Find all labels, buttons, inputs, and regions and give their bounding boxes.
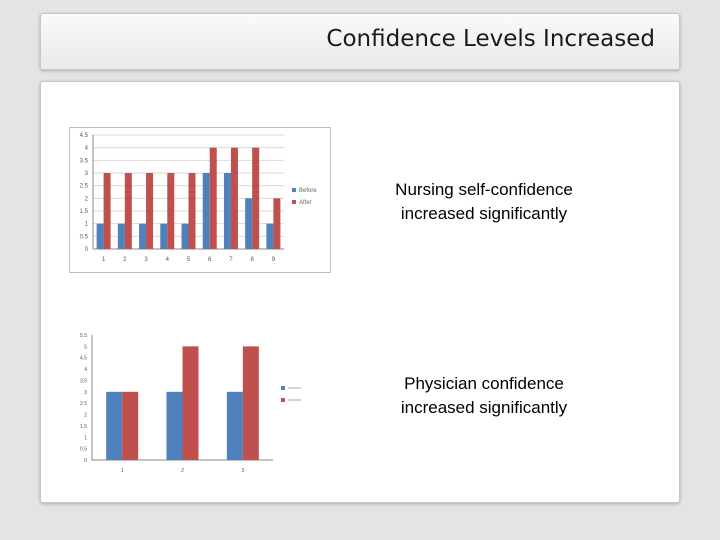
nursing-y-tick-label: 2.5 <box>80 184 89 190</box>
physician-confidence-chart: 0 0.5 1 1.5 2 2.5 3 3.5 4 4.5 5 5.5 1 2 3 <box>68 315 311 475</box>
nursing-bar-before <box>245 198 253 249</box>
nursing-x-tick-label: 9 <box>272 257 276 263</box>
nursing-x-tick-label: 6 <box>208 257 212 263</box>
nursing-caption: Nursing self-confidence increased signif… <box>364 178 604 226</box>
nursing-x-tick-label: 8 <box>250 257 254 263</box>
nursing-confidence-chart: 0 0.5 1 1.5 2 2.5 3 3.5 4 4.5 1 2 3 4 5 6 7 8 9 Before After <box>69 127 331 273</box>
nursing-bar-before <box>266 223 274 249</box>
physician-x-tick-label: 1 <box>121 468 124 474</box>
nursing-legend-swatch <box>292 200 296 204</box>
nursing-bar-before <box>139 223 147 249</box>
physician-bar-before <box>106 391 123 460</box>
physician-y-tick-label: 3 <box>84 390 87 396</box>
physician-caption-line1: Physician confidence <box>404 374 564 393</box>
physician-legend-swatch <box>281 398 285 402</box>
nursing-bar-after <box>188 173 196 249</box>
nursing-y-tick-label: 1 <box>85 222 89 228</box>
nursing-y-tick-label: 2 <box>85 196 89 202</box>
content-panel: 0 0.5 1 1.5 2 2.5 3 3.5 4 4.5 1 2 3 4 5 6 7 8 9 Before After… <box>40 81 680 503</box>
physician-chart-svg: 0 0.5 1 1.5 2 2.5 3 3.5 4 4.5 5 5.5 1 2 3 <box>80 333 301 474</box>
nursing-y-tick-label: 4 <box>85 146 89 152</box>
nursing-bar-before <box>223 173 231 249</box>
physician-x-tick-label: 2 <box>181 468 184 474</box>
physician-y-tick-label: 1 <box>84 435 87 441</box>
slide-title: Confidence Levels Increased <box>326 26 655 52</box>
physician-y-tick-label: 0 <box>84 458 87 464</box>
nursing-legend-label: After <box>299 200 312 206</box>
physician-y-tick-label: 2 <box>84 413 87 419</box>
title-bar: Confidence Levels Increased <box>40 13 680 70</box>
nursing-bar-after <box>273 198 281 249</box>
nursing-bar-before <box>117 223 125 249</box>
physician-y-tick-label: 2.5 <box>80 401 87 407</box>
nursing-x-tick-label: 2 <box>123 257 127 263</box>
nursing-y-tick-label: 4.5 <box>80 133 89 139</box>
physician-y-tick-label: 3.5 <box>80 378 87 384</box>
nursing-x-tick-label: 5 <box>187 257 191 263</box>
nursing-bar-after <box>230 147 238 249</box>
nursing-bar-after <box>252 147 260 249</box>
nursing-bar-after <box>146 173 154 249</box>
nursing-y-tick-label: 0.5 <box>80 234 89 240</box>
nursing-y-tick-label: 3 <box>85 171 89 177</box>
physician-bar-after <box>242 346 259 460</box>
nursing-bar-before <box>160 223 168 249</box>
physician-y-tick-label: 5.5 <box>80 333 87 339</box>
nursing-y-tick-label: 0 <box>85 247 89 253</box>
physician-bar-after <box>182 346 199 460</box>
physician-y-tick-label: 4 <box>84 367 87 373</box>
nursing-y-tick-label: 1.5 <box>80 209 89 215</box>
nursing-legend-swatch <box>292 188 296 192</box>
nursing-bar-before <box>96 223 104 249</box>
nursing-x-tick-label: 3 <box>144 257 148 263</box>
physician-bar-before <box>226 391 243 460</box>
nursing-caption-line1: Nursing self-confidence <box>395 180 573 199</box>
physician-y-tick-label: 1.5 <box>80 424 87 430</box>
nursing-legend-label: Before <box>299 188 317 194</box>
physician-bar-after <box>122 391 139 460</box>
nursing-x-tick-label: 1 <box>102 257 106 263</box>
nursing-caption-line2: increased significantly <box>400 204 568 223</box>
nursing-bar-after <box>103 173 111 249</box>
physician-y-tick-label: 0.5 <box>80 447 87 453</box>
physician-legend-swatch <box>281 386 285 390</box>
nursing-bar-after <box>209 147 217 249</box>
nursing-y-tick-label: 3.5 <box>80 158 89 164</box>
nursing-x-tick-label: 4 <box>166 257 170 263</box>
nursing-bar-after <box>124 173 132 249</box>
physician-caption-line2: increased significantly <box>400 398 568 417</box>
physician-caption: Physician confidence increased significa… <box>364 372 604 420</box>
physician-x-tick-label: 3 <box>241 468 244 474</box>
physician-bar-before <box>166 391 183 460</box>
nursing-chart-svg: 0 0.5 1 1.5 2 2.5 3 3.5 4 4.5 1 2 3 4 5 6 7 8 9 Before After <box>80 133 318 263</box>
nursing-bar-after <box>167 173 175 249</box>
physician-y-tick-label: 5 <box>84 344 87 350</box>
nursing-bar-before <box>181 223 189 249</box>
nursing-bar-before <box>202 173 210 249</box>
nursing-x-tick-label: 7 <box>229 257 233 263</box>
physician-y-tick-label: 4.5 <box>80 356 87 362</box>
